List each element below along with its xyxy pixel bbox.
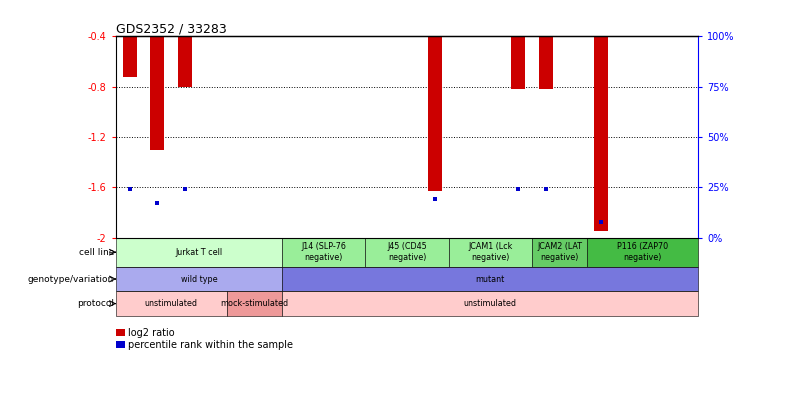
Text: JCAM2 (LAT
negative): JCAM2 (LAT negative)	[537, 243, 582, 262]
Point	[151, 200, 164, 207]
Text: unstimulated: unstimulated	[144, 299, 198, 308]
Text: P116 (ZAP70
negative): P116 (ZAP70 negative)	[617, 243, 669, 262]
Bar	[116, 238, 282, 267]
Text: log2 ratio: log2 ratio	[128, 328, 175, 338]
Point	[429, 196, 441, 202]
Bar	[116, 291, 227, 316]
Text: percentile rank within the sample: percentile rank within the sample	[128, 340, 294, 350]
Text: cell line: cell line	[78, 248, 114, 257]
Bar	[282, 291, 698, 316]
Point	[512, 186, 524, 193]
Bar	[116, 267, 282, 291]
Bar	[282, 238, 365, 267]
Bar	[539, 36, 552, 89]
Bar	[365, 238, 448, 267]
Bar	[282, 267, 698, 291]
Bar	[511, 36, 525, 89]
Bar	[227, 291, 282, 316]
Point	[595, 218, 607, 225]
Text: protocol: protocol	[77, 299, 114, 308]
Point	[179, 186, 192, 193]
Bar	[587, 238, 698, 267]
Text: unstimulated: unstimulated	[464, 299, 516, 308]
Bar	[178, 36, 192, 87]
Text: wild type: wild type	[180, 275, 217, 284]
Bar	[123, 36, 136, 77]
Text: mutant: mutant	[476, 275, 505, 284]
Bar	[531, 238, 587, 267]
Text: JCAM1 (Lck
negative): JCAM1 (Lck negative)	[468, 243, 512, 262]
Text: mock-stimulated: mock-stimulated	[220, 299, 288, 308]
Bar	[448, 238, 531, 267]
Text: J14 (SLP-76
negative): J14 (SLP-76 negative)	[302, 243, 346, 262]
Bar	[428, 36, 441, 191]
Bar	[150, 36, 164, 149]
Text: J45 (CD45
negative): J45 (CD45 negative)	[387, 243, 427, 262]
Point	[123, 186, 136, 193]
Text: GDS2352 / 33283: GDS2352 / 33283	[116, 22, 227, 35]
Text: Jurkat T cell: Jurkat T cell	[176, 248, 223, 257]
Text: genotype/variation: genotype/variation	[28, 275, 114, 284]
Bar	[595, 36, 608, 231]
Point	[539, 186, 552, 193]
